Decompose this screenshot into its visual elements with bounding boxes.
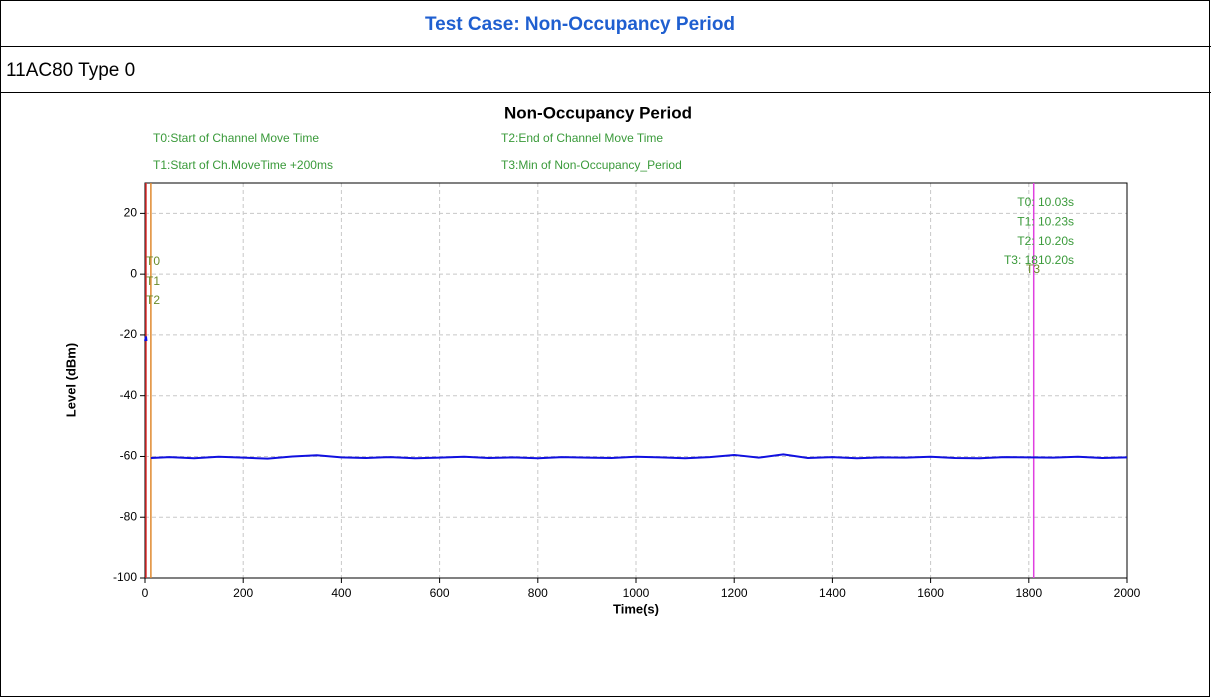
y-tick-label: -100 <box>113 570 137 584</box>
annotation: T1: 10.23s <box>1017 214 1074 228</box>
legend-note: T1:Start of Ch.MoveTime +200ms <box>153 158 333 172</box>
marker-label: T3 <box>1026 262 1040 276</box>
y-tick-label: 20 <box>124 206 138 220</box>
x-tick-label: 1800 <box>1015 586 1042 600</box>
x-tick-label: 1000 <box>623 586 650 600</box>
x-tick-label: 1400 <box>819 586 846 600</box>
header-title: Test Case: Non-Occupancy Period <box>425 14 735 35</box>
y-axis-label: Level (dBm) <box>63 343 78 417</box>
x-tick-label: 800 <box>528 586 548 600</box>
y-tick-label: -20 <box>120 327 138 341</box>
x-tick-label: 600 <box>430 586 450 600</box>
legend-note: T2:End of Channel Move Time <box>501 131 663 145</box>
marker-label: T0 <box>146 254 160 268</box>
annotation: T2: 10.20s <box>1017 234 1074 248</box>
x-tick-label: 400 <box>331 586 351 600</box>
y-tick-label: -80 <box>120 509 138 523</box>
header-subtitle: 11AC80 Type 0 <box>6 60 135 81</box>
y-tick-label: -40 <box>120 388 138 402</box>
x-tick-label: 2000 <box>1114 586 1141 600</box>
x-axis-label: Time(s) <box>613 601 659 616</box>
x-tick-label: 1600 <box>917 586 944 600</box>
series-line <box>144 336 1128 460</box>
legend-note: T0:Start of Channel Move Time <box>153 131 319 145</box>
x-tick-label: 200 <box>233 586 253 600</box>
plot-frame <box>144 182 1128 579</box>
annotation: T3: 1810.20s <box>1004 253 1074 267</box>
marker-label: T1 <box>146 274 160 288</box>
chart-title: Non-Occupancy Period <box>504 103 692 122</box>
y-tick-label: -60 <box>120 449 138 463</box>
y-tick-label: 0 <box>130 266 137 280</box>
legend-note: T3:Min of Non-Occupancy_Period <box>501 158 682 172</box>
marker-label: T2 <box>146 293 160 307</box>
annotation: T0: 10.03s <box>1017 195 1074 209</box>
x-tick-label: 0 <box>142 586 149 600</box>
x-tick-label: 1200 <box>721 586 748 600</box>
